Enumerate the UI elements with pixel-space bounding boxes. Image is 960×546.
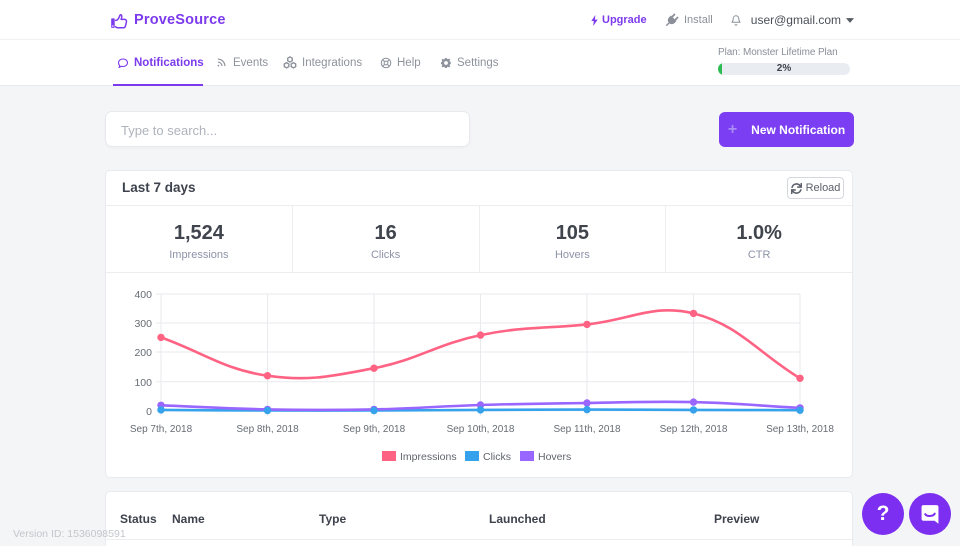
svg-text:300: 300 (134, 318, 152, 330)
svg-text:Hovers: Hovers (538, 451, 571, 463)
svg-text:100: 100 (134, 377, 152, 389)
svg-text:Sep 12th, 2018: Sep 12th, 2018 (660, 424, 728, 435)
svg-text:Sep 8th, 2018: Sep 8th, 2018 (236, 424, 299, 435)
svg-text:Sep 9th, 2018: Sep 9th, 2018 (343, 424, 406, 435)
svg-text:Impressions: Impressions (400, 451, 457, 463)
svg-text:Sep 7th, 2018: Sep 7th, 2018 (130, 424, 193, 435)
svg-text:Sep 10th, 2018: Sep 10th, 2018 (447, 424, 515, 435)
svg-text:Sep 11th, 2018: Sep 11th, 2018 (553, 424, 621, 435)
svg-text:400: 400 (134, 289, 152, 301)
svg-text:0: 0 (146, 406, 152, 418)
svg-text:200: 200 (134, 347, 152, 359)
svg-text:Clicks: Clicks (483, 451, 511, 463)
svg-text:Sep 13th, 2018: Sep 13th, 2018 (766, 424, 834, 435)
